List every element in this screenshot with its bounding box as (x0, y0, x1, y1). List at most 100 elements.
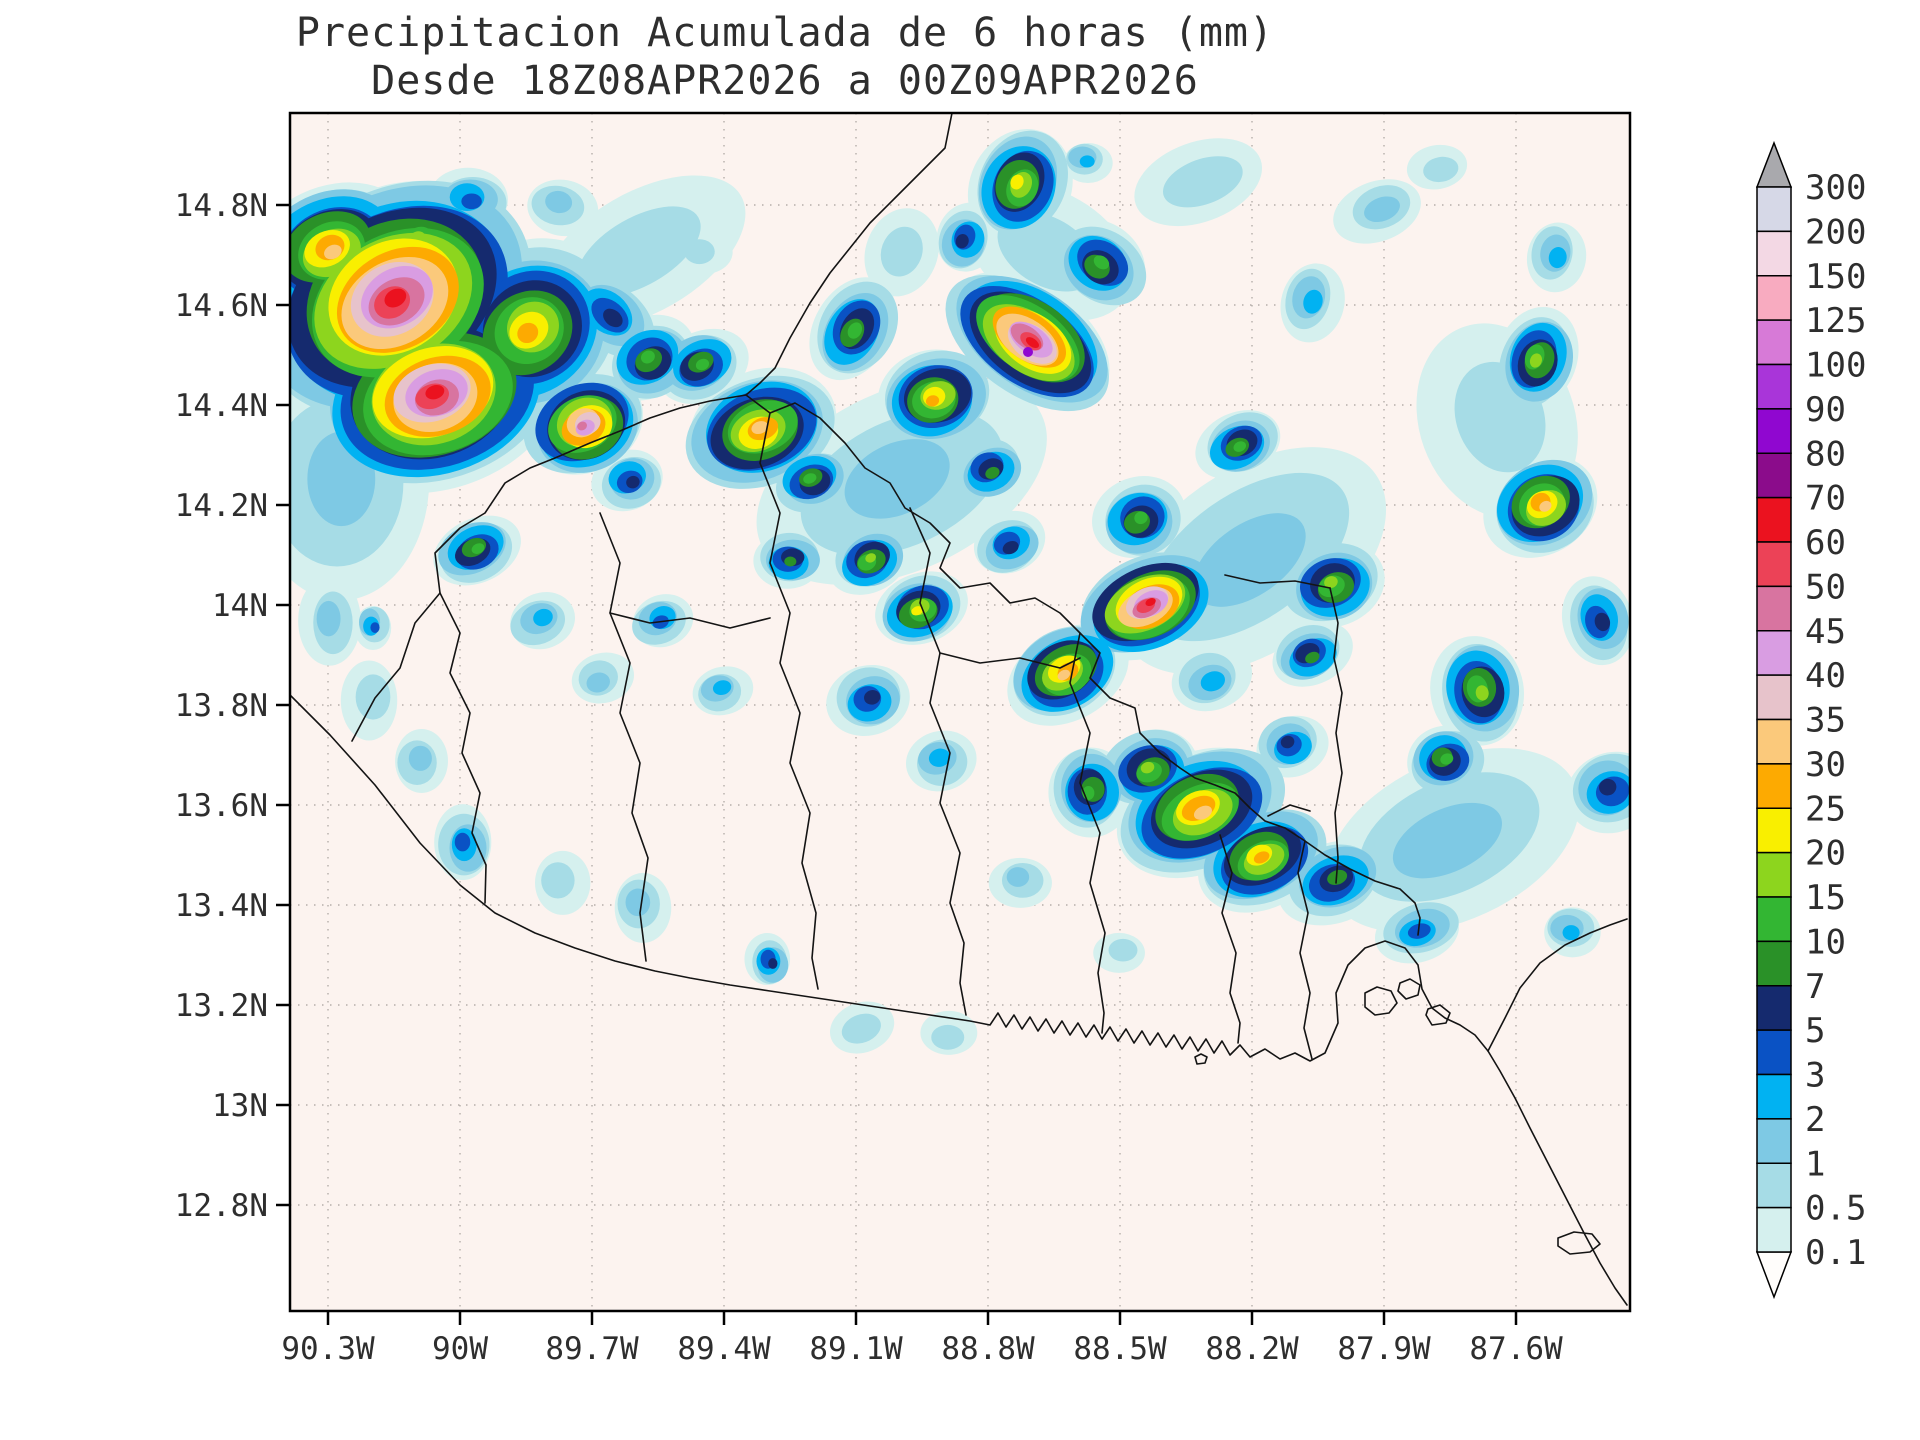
border-path (939, 652, 1081, 669)
plot-frame (288, 111, 1632, 1313)
colorbar-level-label: 45 (1805, 612, 1846, 652)
precip-contour-fill (1093, 255, 1110, 270)
border-path (1194, 1053, 1208, 1065)
chart-title-line2: Desde 18Z08APR2026 a 00Z09APR2026 (371, 58, 1199, 104)
colorbar-level-label: 40 (1805, 656, 1846, 696)
precip-contour-fill (1324, 576, 1338, 589)
colorbar-level-label: 35 (1805, 701, 1846, 741)
precip-contour-fill (517, 322, 539, 344)
colorbar-box (1756, 452, 1792, 499)
precip-contour-fill (586, 672, 610, 693)
colorbar-level-label: 0.1 (1805, 1233, 1866, 1273)
colorbar-box (1756, 807, 1792, 854)
precip-contour-fill (626, 475, 640, 489)
precip-contour-fill (847, 322, 863, 339)
colorbar-box (1756, 851, 1792, 898)
border-path (745, 113, 953, 396)
precip-contour-fill (425, 384, 445, 400)
colorbar-level-label: 20 (1805, 834, 1846, 874)
precip-contour-fill (576, 206, 701, 297)
precip-contour-fill (461, 193, 482, 210)
colorbar-box (1756, 896, 1792, 943)
colorbar-level-label: 15 (1805, 878, 1846, 918)
lat-tick-label: 13.4N (175, 888, 268, 924)
precip-contour-fill (1364, 196, 1400, 223)
colorbar-level-label: 5 (1805, 1011, 1825, 1051)
lon-tick-label: 89.1W (809, 1331, 903, 1367)
border-path (1487, 918, 1628, 1052)
precip-contour-fill (1162, 156, 1243, 208)
precip-contour-fill (864, 690, 881, 705)
axis-labels: 14.8N 14.6N 14.4N 14.2N 14N 13.8N 13.6N 13.4N 13… (175, 188, 1563, 1367)
colorbar-bottom-arrow (1755, 1251, 1793, 1300)
border-path (1224, 574, 1331, 589)
colorbar-legend: 3002001501251009080706050454035302520151… (1755, 140, 1866, 1300)
lat-tick-label: 13.2N (175, 988, 268, 1024)
precip-contour-fill (1548, 247, 1567, 269)
border-path (1397, 978, 1421, 1000)
lon-tick-label: 87.6W (1469, 1331, 1563, 1367)
colorbar-box (1756, 985, 1792, 1031)
colorbar-box (1756, 630, 1792, 676)
precip-contour-fill (1407, 923, 1431, 939)
precip-contour-fill (1002, 540, 1019, 555)
precip-contour-fill (1280, 735, 1295, 749)
lat-tick-label: 13.6N (175, 788, 268, 824)
map-inner (290, 113, 1630, 1311)
lat-tick-label: 14.2N (175, 488, 268, 524)
precip-contour-fill (1529, 353, 1542, 368)
precip-contour-fill (768, 958, 778, 969)
precip-contour-fill (1303, 289, 1323, 314)
colorbar-box (1756, 1073, 1792, 1120)
colorbar-level-label: 90 (1805, 390, 1846, 430)
chart-title-line1: Precipitacion Acumulada de 6 horas (mm) (296, 10, 1274, 56)
precip-contour-fill (1079, 155, 1095, 168)
border-path (1425, 1004, 1451, 1026)
colorbar-level-label: 1 (1805, 1144, 1825, 1184)
border-path (745, 394, 1421, 936)
lat-tick-label: 14.6N (175, 288, 268, 324)
colorbar-level-label: 3 (1805, 1056, 1825, 1096)
colorbar-level-label: 7 (1805, 967, 1825, 1007)
colorbar-level-label: 125 (1805, 301, 1866, 341)
precip-contour-fill (1006, 867, 1030, 887)
colorbar-box (1756, 230, 1792, 277)
precip-contour-fill (1423, 156, 1459, 183)
border-path (1364, 986, 1398, 1016)
precip-contour-fill (1010, 174, 1024, 190)
border-path (1219, 834, 1241, 1044)
border-path (439, 592, 487, 904)
precip-extreme-dot (1023, 347, 1033, 357)
precip-contour-fill (533, 608, 553, 627)
colorbar-level-label: 100 (1805, 346, 1866, 386)
precip-contour-fill (928, 748, 951, 767)
precip-contour-fill (695, 358, 710, 371)
precip-contour-fill (1599, 778, 1617, 796)
border-path (609, 612, 771, 629)
border-path (759, 412, 819, 990)
colorbar-level-label: 70 (1805, 479, 1846, 519)
precip-contour-fill (1193, 513, 1306, 607)
precip-contour-fill (541, 862, 575, 899)
precip-contour-fill (1392, 802, 1502, 879)
border-path (1329, 587, 1343, 884)
precip-contour-fill (471, 543, 485, 554)
precip-contour-fill (640, 350, 655, 364)
precip-contour-fill (803, 473, 817, 484)
colorbar-box (1756, 940, 1792, 987)
precip-contour-fill (625, 888, 651, 917)
precip-contour-fill (408, 745, 432, 771)
colorbar-level-label: 60 (1805, 523, 1846, 563)
lon-tick-label: 90W (432, 1331, 488, 1367)
map-borders (290, 113, 1628, 1306)
colorbar-box (1756, 496, 1792, 543)
colorbar-level-label: 50 (1805, 567, 1846, 607)
colorbar-box (1756, 1206, 1792, 1253)
colorbar-box (1756, 763, 1792, 809)
precip-contour-fill (925, 395, 940, 407)
coastline-path (290, 694, 1628, 1306)
precip-contour-fill (324, 244, 342, 260)
map-plot-area (288, 111, 1632, 1313)
border-path (1267, 804, 1311, 817)
